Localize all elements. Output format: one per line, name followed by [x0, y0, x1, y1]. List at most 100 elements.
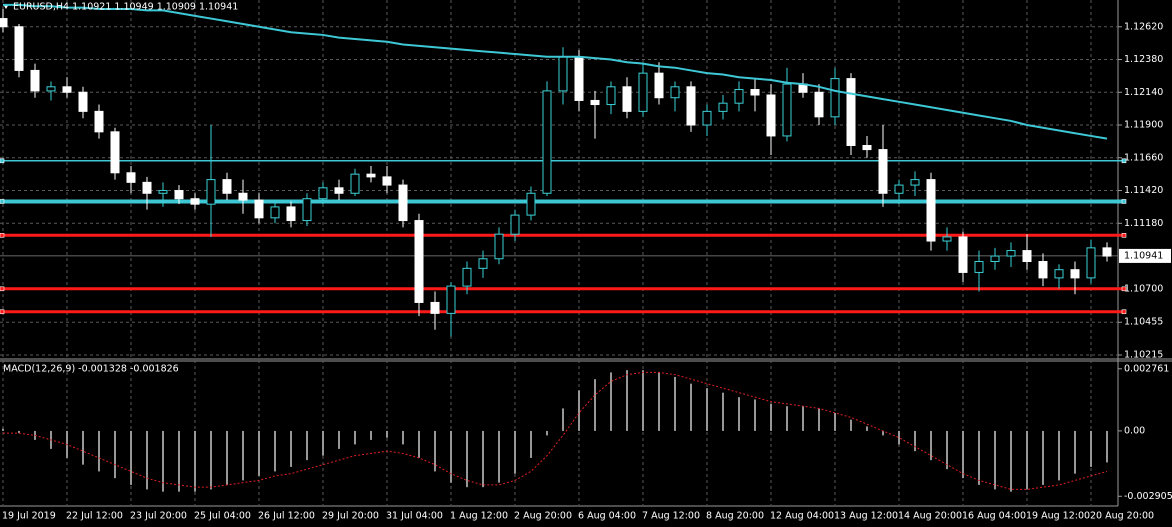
x-tick-label: 19 Jul 2019: [2, 511, 56, 522]
candle-body: [1054, 269, 1064, 279]
candle-body: [14, 26, 24, 71]
x-tick-label: 14 Aug 20:00: [898, 511, 962, 522]
indicator-title: MACD(12,26,9) -0.001328 -0.001826: [3, 364, 179, 375]
candle-body: [206, 179, 216, 205]
candle-body: [606, 86, 616, 106]
candle-body: [926, 179, 936, 242]
candle-body: [862, 144, 872, 151]
candle-body: [910, 179, 920, 186]
candle-body: [382, 176, 392, 186]
y-tick-label: 0.002761: [1124, 363, 1169, 374]
candle-body: [590, 99, 600, 106]
candle-body: [990, 255, 1000, 263]
candle-body: [350, 173, 360, 194]
y-tick-label: -0.002905: [1124, 491, 1172, 502]
candle-body: [254, 199, 264, 219]
candle-body: [478, 258, 488, 269]
candle-body: [830, 78, 840, 118]
candle-body: [814, 91, 824, 118]
x-tick-label: 26 Jul 12:00: [258, 511, 315, 522]
x-tick-label: 25 Jul 04:00: [194, 511, 251, 522]
y-tick-label: 1.12620: [1124, 21, 1163, 32]
current-price-label: 1.10941: [1124, 250, 1163, 261]
candle-body: [110, 131, 120, 174]
candle-body: [462, 267, 472, 287]
y-tick-label: 1.10700: [1124, 283, 1163, 294]
candle-body: [526, 192, 536, 216]
candle-body: [670, 86, 680, 99]
candle-body: [494, 233, 504, 260]
candle-body: [1086, 247, 1096, 279]
candle-body: [638, 72, 648, 112]
candle-body: [142, 181, 152, 194]
x-tick-label: 12 Aug 04:00: [770, 511, 834, 522]
moving-average: [3, 3, 1108, 140]
candle-body: [1102, 247, 1112, 257]
level-handle: [1121, 158, 1127, 164]
level-handle: [1121, 309, 1127, 315]
candle-body: [782, 83, 792, 137]
candle-body: [318, 187, 328, 200]
x-tick-label: 29 Jul 20:00: [322, 511, 379, 522]
candle-body: [846, 78, 856, 146]
x-tick-label: 22 Jul 12:00: [66, 511, 123, 522]
candle-body: [174, 190, 184, 200]
chart-title: EURUSD,H4 1.10921 1.10949 1.10909 1.1094…: [13, 2, 238, 13]
x-tick-label: 7 Aug 12:00: [642, 511, 700, 522]
level-handle: [0, 199, 5, 204]
y-tick-label: 1.12380: [1124, 54, 1163, 65]
candle-body: [46, 86, 56, 92]
candle-body: [894, 184, 904, 194]
candle-body: [1070, 269, 1080, 279]
candle-body: [958, 236, 968, 273]
y-tick-label: 1.12140: [1124, 87, 1163, 98]
x-tick-label: 20 Aug 20:00: [1090, 511, 1154, 522]
y-tick-label: 1.10215: [1124, 349, 1163, 360]
candle-body: [718, 102, 728, 112]
x-tick-label: 2 Aug 20:00: [514, 511, 572, 522]
candle-body: [558, 56, 568, 92]
candle-body: [190, 198, 200, 205]
x-tick-label: 8 Aug 20:00: [706, 511, 764, 522]
candle-body: [414, 220, 424, 303]
level-handle: [0, 286, 5, 292]
candle-body: [0, 18, 8, 28]
candle-body: [430, 301, 440, 314]
candle-body: [878, 149, 888, 194]
y-tick-label: 0.00: [1124, 425, 1145, 436]
candle-body: [238, 192, 248, 201]
candle-body: [78, 91, 88, 112]
candle-body: [654, 72, 664, 99]
candle-body: [686, 86, 696, 126]
x-tick-label: 31 Jul 04:00: [386, 511, 443, 522]
candle-body: [366, 173, 376, 178]
candle-body: [734, 89, 744, 104]
x-tick-label: 1 Aug 12:00: [450, 511, 508, 522]
candle-body: [158, 190, 168, 194]
y-tick-label: 1.10455: [1124, 317, 1163, 328]
candle-body: [334, 187, 344, 194]
y-tick-label: 1.11420: [1124, 185, 1163, 196]
candle-body: [942, 236, 952, 242]
candle-body: [286, 206, 296, 222]
level-handle: [1121, 233, 1127, 238]
level-handle: [1121, 286, 1127, 292]
candle-body: [702, 110, 712, 126]
candle-body: [62, 86, 72, 93]
candle-body: [542, 90, 552, 194]
candle-body: [574, 56, 584, 101]
candle-body: [1038, 261, 1048, 279]
candle-body: [94, 110, 104, 133]
y-tick-label: 1.11180: [1124, 218, 1163, 229]
candle-body: [510, 214, 520, 235]
signal-line: [3, 371, 1108, 490]
level-handle: [0, 158, 5, 164]
level-handle: [0, 309, 5, 315]
candle-body: [126, 172, 136, 183]
level-handle: [0, 233, 5, 238]
candle-body: [446, 285, 456, 314]
candle-body: [222, 179, 232, 194]
candle-body: [766, 94, 776, 137]
x-tick-label: 6 Aug 04:00: [578, 511, 636, 522]
